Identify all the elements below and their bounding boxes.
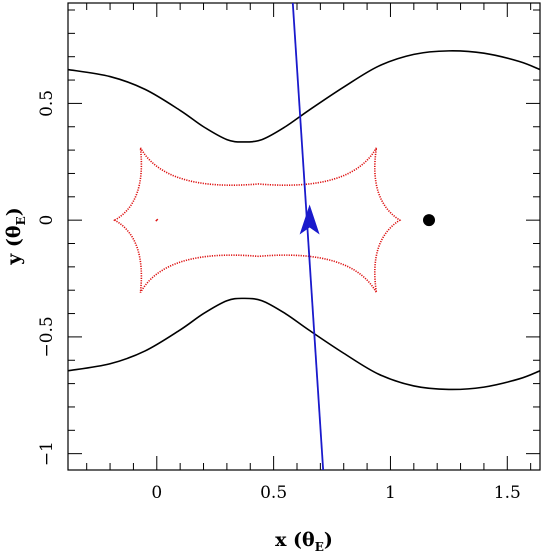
y-axis-label: y (θE) xyxy=(3,207,28,265)
caustic-mark xyxy=(155,218,159,222)
y-tick-label: 0 xyxy=(37,215,57,226)
y-tick-label: −0.5 xyxy=(37,316,57,357)
x-tick-label: 0.5 xyxy=(260,483,287,503)
x-axis-label: x (θE) xyxy=(275,529,333,554)
y-tick-label: −1 xyxy=(37,441,57,466)
trajectory-arrow xyxy=(299,204,320,235)
axis-labels: x (θE) y (θE) xyxy=(3,207,333,554)
y-tick-label: 0.5 xyxy=(37,90,57,117)
plot-area xyxy=(68,3,540,470)
axes: 0 0.5 1 1.5 −1 −0.5 0 0.5 xyxy=(37,2,541,503)
critical-curve-lower xyxy=(68,297,540,391)
x-tick-label: 0 xyxy=(151,483,162,503)
plot-frame xyxy=(67,2,541,471)
critical-curve-upper xyxy=(68,50,540,143)
caustic-curve xyxy=(113,147,402,293)
x-tick-label: 1.5 xyxy=(494,483,521,503)
source-trajectory xyxy=(291,3,325,470)
lens-point xyxy=(423,214,436,227)
x-tick-label: 1 xyxy=(385,483,396,503)
